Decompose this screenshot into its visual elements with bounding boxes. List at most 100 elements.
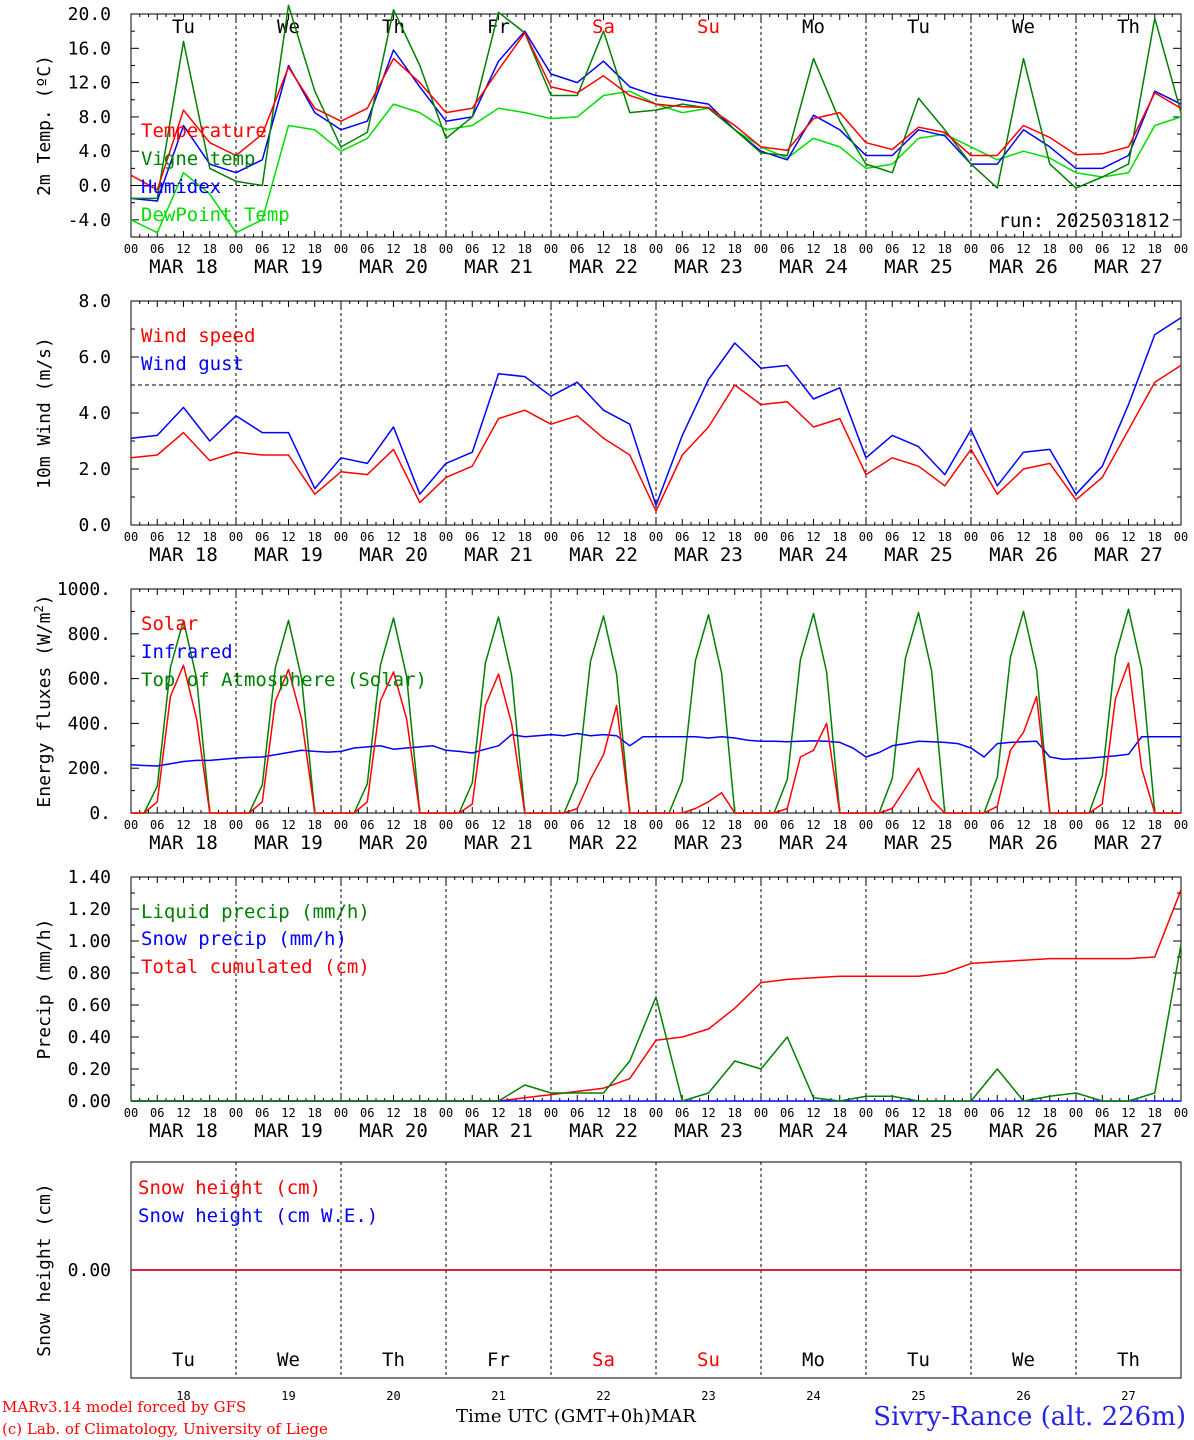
day-number-label: 24 <box>806 1389 820 1403</box>
x-date-label: MAR 24 <box>779 832 848 854</box>
y-tick-label: 1.00 <box>68 931 111 952</box>
x-tick-label: 06 <box>360 1106 374 1120</box>
x-tick-label: 12 <box>491 1106 505 1120</box>
y-tick-label: 2.0 <box>78 459 111 480</box>
x-tick-label: 12 <box>491 818 505 832</box>
x-tick-label: 06 <box>150 242 164 256</box>
x-tick-label: 00 <box>649 242 663 256</box>
x-tick-label: 00 <box>754 818 768 832</box>
x-tick-label: 12 <box>1121 818 1135 832</box>
panel-4: 00 06 12 18 00 06 12 18 00 06 12 18 00 06 12 18 00 06 12 18… <box>34 867 1188 1142</box>
x-tick-label: 12 <box>596 530 610 544</box>
x-tick-label: 06 <box>150 530 164 544</box>
x-tick-label: 06 <box>675 818 689 832</box>
legend-entry: Snow height (cm W.E.) <box>138 1205 378 1227</box>
series-line <box>130 32 1182 191</box>
x-tick-label: 06 <box>780 530 794 544</box>
time-axis-title: Time UTC (GMT+0h) <box>456 1406 651 1427</box>
x-tick-label: 06 <box>885 1106 899 1120</box>
x-date-label: MAR 26 <box>989 832 1058 854</box>
station-name: Sivry-Rance (alt. 226m) <box>873 1402 1186 1432</box>
y-tick-label: 0.00 <box>68 1260 111 1281</box>
weekday-label: Sa <box>592 16 615 38</box>
x-tick-label: 00 <box>1069 818 1083 832</box>
series-line <box>131 662 1181 814</box>
x-tick-label: 18 <box>308 530 322 544</box>
x-date-label: MAR 25 <box>884 1120 953 1142</box>
day-number-label: 22 <box>596 1389 610 1403</box>
x-tick-label: 18 <box>1148 818 1162 832</box>
x-tick-label: 18 <box>623 242 637 256</box>
day-number-label: 26 <box>1016 1389 1030 1403</box>
day-number-label: 25 <box>911 1389 925 1403</box>
y-tick-label: 6.0 <box>78 347 111 368</box>
x-date-label: MAR 18 <box>149 1120 218 1142</box>
x-tick-label: 00 <box>754 1106 768 1120</box>
x-date-label: MAR 27 <box>1094 832 1163 854</box>
x-tick-label: 00 <box>754 242 768 256</box>
x-date-label: MAR 25 <box>884 256 953 278</box>
x-tick-label: 18 <box>1043 242 1057 256</box>
x-tick-label: 06 <box>465 242 479 256</box>
x-tick-label: 12 <box>386 1106 400 1120</box>
legend-entry: Snow height (cm) <box>138 1177 321 1199</box>
x-tick-label: 12 <box>701 1106 715 1120</box>
x-tick-label: 06 <box>675 242 689 256</box>
x-tick-label: 12 <box>281 530 295 544</box>
x-date-label: MAR 22 <box>569 544 638 566</box>
x-tick-label: 00 <box>124 1106 138 1120</box>
panel-3: 00 06 12 18 00 06 12 18 00 06 12 18 00 06 12 18 00 06 12 18… <box>32 579 1188 854</box>
series-line <box>130 30 1182 202</box>
x-tick-label: 18 <box>1148 242 1162 256</box>
x-date-label: MAR 18 <box>149 256 218 278</box>
x-tick-label: 12 <box>491 530 505 544</box>
x-tick-label: 00 <box>859 242 873 256</box>
x-tick-label: 12 <box>1121 242 1135 256</box>
y-tick-label: 1.40 <box>68 867 111 888</box>
x-tick-label: 12 <box>281 242 295 256</box>
x-tick-label: 18 <box>518 242 532 256</box>
x-tick-label: 18 <box>1043 818 1057 832</box>
x-tick-label: 00 <box>859 818 873 832</box>
x-tick-label: 18 <box>203 818 217 832</box>
x-date-label: MAR 26 <box>989 544 1058 566</box>
weekday-label: We <box>277 1349 300 1371</box>
x-tick-label: 18 <box>938 242 952 256</box>
y-axis-title: 2m Temp. (ºC) <box>34 55 55 196</box>
x-date-label: MAR 23 <box>674 256 743 278</box>
x-tick-label: 18 <box>833 1106 847 1120</box>
month-label: MAR <box>650 1406 696 1427</box>
x-tick-label: 12 <box>1016 242 1030 256</box>
x-tick-label: 06 <box>1095 1106 1109 1120</box>
x-tick-label: 00 <box>1069 242 1083 256</box>
panel-1: 00 06 12 18 00 06 12 18 00 06 12 18 00 06 12 18 00 06 12 18… <box>34 4 1188 278</box>
weekday-label: We <box>1012 16 1035 38</box>
x-tick-label: 18 <box>413 530 427 544</box>
x-tick-label: 12 <box>176 242 190 256</box>
x-tick-label: 12 <box>596 1106 610 1120</box>
y-tick-label: 200. <box>68 758 111 779</box>
x-tick-label: 00 <box>544 530 558 544</box>
y-tick-label: -4.0 <box>68 210 111 231</box>
x-tick-label: 06 <box>780 818 794 832</box>
x-date-label: MAR 18 <box>149 832 218 854</box>
x-tick-label: 00 <box>1174 530 1188 544</box>
x-tick-label: 18 <box>728 818 742 832</box>
x-tick-label: 06 <box>885 242 899 256</box>
y-tick-label: 12.0 <box>68 73 111 94</box>
y-tick-label: 0. <box>89 803 111 824</box>
x-tick-label: 18 <box>623 530 637 544</box>
x-tick-label: 00 <box>229 242 243 256</box>
credit-line-1: MARv3.14 model forced by GFS <box>2 1398 247 1416</box>
y-tick-label: 0.0 <box>78 176 111 197</box>
legend-entry: Total cumulated (cm) <box>141 956 370 978</box>
x-tick-label: 12 <box>911 818 925 832</box>
x-date-label: MAR 25 <box>884 544 953 566</box>
x-tick-label: 00 <box>1069 530 1083 544</box>
x-tick-label: 18 <box>833 818 847 832</box>
x-tick-label: 00 <box>964 242 978 256</box>
x-tick-label: 18 <box>518 530 532 544</box>
x-date-label: MAR 19 <box>254 832 323 854</box>
x-tick-label: 18 <box>833 242 847 256</box>
